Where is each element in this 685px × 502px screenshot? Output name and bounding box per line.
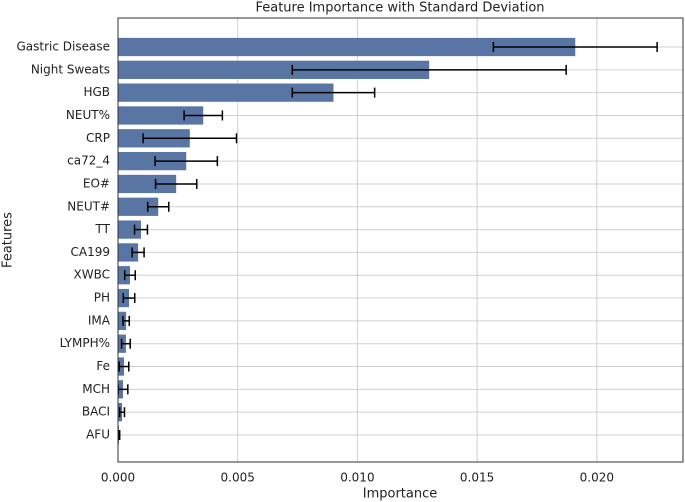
bar — [118, 243, 139, 262]
error-bar — [291, 64, 567, 75]
y-tick-label: AFU — [86, 428, 110, 442]
error-bar — [492, 42, 658, 52]
y-tick-label: ca72_4 — [67, 154, 110, 168]
error-bar — [146, 201, 170, 212]
bar — [118, 83, 334, 102]
error-bar — [142, 133, 238, 144]
y-tick-label: Night Sweats — [31, 62, 110, 76]
bar — [118, 37, 576, 57]
error-bar — [133, 224, 149, 235]
error-bar — [131, 247, 145, 258]
x-tick-label: 0.020 — [580, 471, 614, 485]
error-bar — [122, 293, 136, 304]
bar — [118, 174, 177, 194]
x-tick-label: 0.010 — [340, 471, 374, 485]
y-tick-label: EO# — [83, 176, 110, 190]
plot-frame — [117, 17, 684, 463]
error-bar — [154, 178, 198, 189]
y-tick-label: LYMPH% — [60, 336, 110, 350]
x-axis-label: Importance — [363, 487, 438, 502]
error-bar — [154, 156, 219, 167]
x-tick-label: 0.000 — [101, 471, 135, 485]
x-tick-label: 0.015 — [460, 471, 494, 485]
x-tick-label: 0.005 — [221, 471, 255, 485]
y-tick-label: NEUT# — [67, 199, 110, 213]
bar — [118, 60, 430, 79]
y-tick-label: MCH — [82, 382, 110, 396]
y-tick-label: TT — [95, 222, 111, 236]
error-bar — [183, 110, 224, 121]
y-tick-label: XWBC — [74, 268, 111, 282]
y-tick-label: NEUT% — [66, 108, 110, 122]
y-axis-label: Features — [1, 212, 16, 268]
y-tick-label: PH — [94, 291, 110, 305]
y-tick-label: CRP — [86, 131, 110, 145]
error-bar — [123, 270, 136, 281]
error-bar — [122, 315, 131, 326]
bar — [118, 151, 187, 171]
error-bar — [120, 338, 131, 349]
y-tick-label: HGB — [83, 85, 110, 99]
y-tick-label: BACI — [82, 405, 110, 419]
chart-title: Feature Importance with Standard Deviati… — [255, 1, 544, 16]
bar — [118, 106, 204, 125]
bar — [118, 311, 127, 331]
error-bar — [291, 87, 376, 98]
error-bar — [118, 407, 126, 418]
y-tick-label: Gastric Disease — [17, 40, 111, 54]
y-tick-label: Fe — [96, 359, 110, 373]
error-bar — [118, 361, 130, 372]
y-tick-label: CA199 — [71, 245, 111, 259]
y-tick-label: IMA — [88, 313, 111, 327]
